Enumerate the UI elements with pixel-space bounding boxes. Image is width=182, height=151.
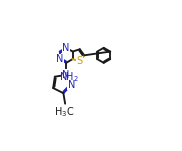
Text: H$_3$C: H$_3$C xyxy=(54,106,74,119)
Text: N: N xyxy=(62,43,70,53)
Text: N: N xyxy=(62,70,70,80)
Text: N: N xyxy=(56,54,63,64)
Text: NH$_2$: NH$_2$ xyxy=(59,70,79,84)
Text: S: S xyxy=(77,56,83,66)
Text: N: N xyxy=(68,80,75,90)
